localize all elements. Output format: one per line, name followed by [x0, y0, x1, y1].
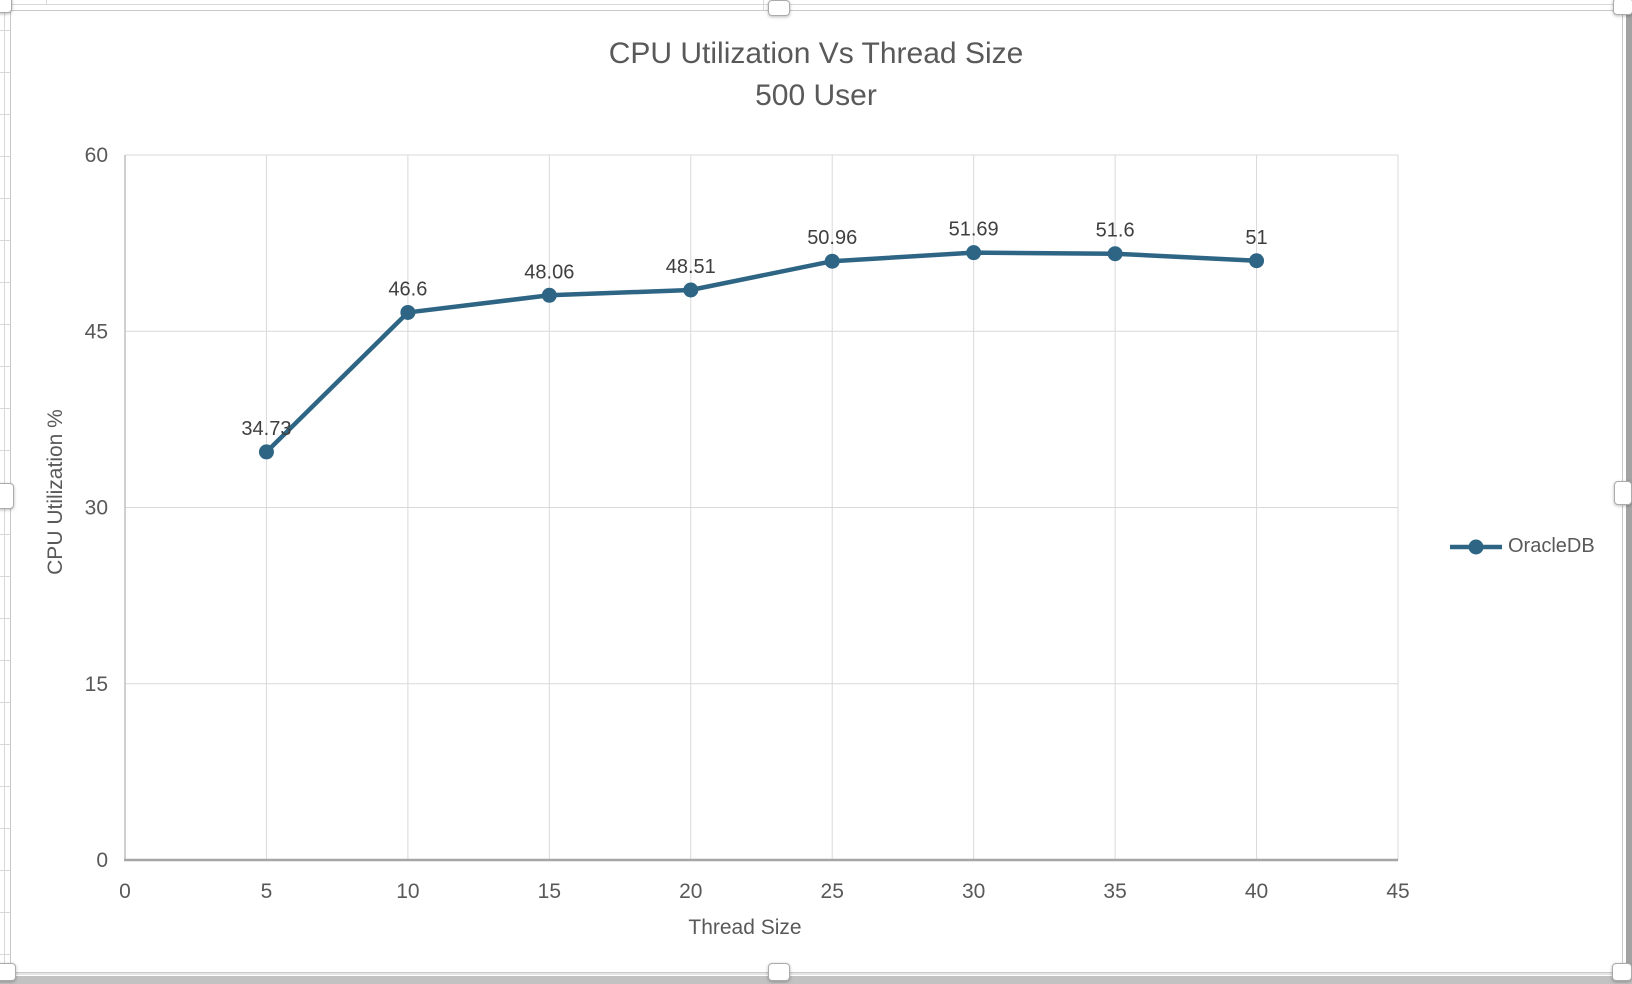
worksheet-row-gridline: [0, 30, 10, 31]
resize-handle-top-left[interactable]: [0, 0, 12, 13]
resize-handle-bottom-left[interactable]: [0, 963, 16, 981]
y-tick-label: 60: [85, 144, 108, 167]
y-tick-label: 0: [96, 849, 108, 872]
worksheet-row-gridline: [0, 786, 10, 787]
worksheet-row-gridline: [0, 408, 10, 409]
data-label: 51.69: [949, 219, 999, 241]
worksheet-row-gridline-top: [0, 4, 1632, 5]
worksheet-row-gridline: [0, 156, 10, 157]
data-point-marker[interactable]: [824, 253, 840, 269]
worksheet-row-gridline: [0, 870, 10, 871]
x-axis-title[interactable]: Thread Size: [688, 916, 802, 939]
worksheet-row-gridline: [0, 114, 10, 115]
x-tick-label: 25: [821, 880, 844, 903]
worksheet-row-gridline: [0, 618, 10, 619]
worksheet-row-gridline: [0, 324, 10, 325]
worksheet-row-gridline: [0, 366, 10, 367]
x-tick-label: 45: [1386, 880, 1409, 903]
x-tick-label: 15: [538, 880, 561, 903]
legend-label: OracleDB: [1508, 535, 1595, 557]
y-tick-label: 30: [85, 497, 108, 520]
chart-title-line1: CPU Utilization Vs Thread Size: [608, 37, 1024, 70]
y-tick-label: 45: [85, 320, 108, 343]
y-axis-title[interactable]: CPU Utilization %: [44, 409, 67, 575]
legend-line-marker-icon: [1450, 539, 1502, 554]
data-label: 51: [1245, 227, 1267, 249]
data-point-marker[interactable]: [1107, 246, 1123, 262]
resize-handle-mid-left[interactable]: [0, 483, 14, 509]
data-point-marker[interactable]: [966, 245, 982, 261]
worksheet-row-gridline: [0, 828, 10, 829]
worksheet-row-gridline: [0, 198, 10, 199]
data-point-marker[interactable]: [1249, 253, 1265, 269]
legend[interactable]: OracleDB: [1449, 535, 1595, 558]
data-label: 51.6: [1096, 220, 1135, 242]
worksheet-row-gridline: [0, 282, 10, 283]
worksheet-column-tick-2: [763, 0, 764, 10]
worksheet-row-gridline: [0, 576, 10, 577]
data-label: 46.6: [388, 278, 427, 300]
chart-object[interactable]: [10, 10, 1623, 973]
worksheet-row-gridline: [0, 450, 10, 451]
worksheet-row-gridline: [0, 702, 10, 703]
x-tick-label: 10: [396, 880, 419, 903]
data-point-marker[interactable]: [400, 304, 416, 320]
worksheet-row-gridline: [0, 72, 10, 73]
resize-handle-bottom-center[interactable]: [768, 963, 790, 981]
resize-handle-top-center[interactable]: [768, 0, 790, 16]
data-label: 48.06: [524, 261, 574, 283]
x-tick-label: 20: [679, 880, 702, 903]
data-point-marker[interactable]: [258, 444, 274, 460]
chart-title-line2: 500 User: [755, 79, 877, 112]
data-point-marker[interactable]: [541, 287, 557, 303]
worksheet-edge-bottom: [0, 976, 1632, 984]
worksheet-column-tick-1: [46, 0, 47, 5]
series-line[interactable]: [264, 250, 1257, 454]
x-tick-label: 0: [119, 880, 131, 903]
x-tick-label: 35: [1103, 880, 1126, 903]
resize-handle-bottom-right[interactable]: [1612, 963, 1632, 981]
resize-handle-mid-right[interactable]: [1614, 481, 1632, 505]
worksheet-row-gridline: [0, 954, 10, 955]
chart-title[interactable]: CPU Utilization Vs Thread Size 500 User: [0, 33, 1632, 117]
data-label: 50.96: [807, 227, 857, 249]
x-tick-label: 5: [261, 880, 273, 903]
worksheet-row-gridline: [0, 744, 10, 745]
y-tick-label: 15: [85, 673, 108, 696]
data-point-marker[interactable]: [683, 282, 699, 298]
worksheet-row-gridline: [0, 912, 10, 913]
x-tick-label: 40: [1245, 880, 1268, 903]
resize-handle-top-right[interactable]: [1613, 0, 1632, 15]
worksheet-row-gridline: [0, 534, 10, 535]
data-label: 48.51: [666, 256, 716, 278]
worksheet-row-gridline: [0, 240, 10, 241]
x-tick-label: 30: [962, 880, 985, 903]
worksheet-row-gridline: [0, 660, 10, 661]
data-label: 34.73: [241, 418, 291, 440]
